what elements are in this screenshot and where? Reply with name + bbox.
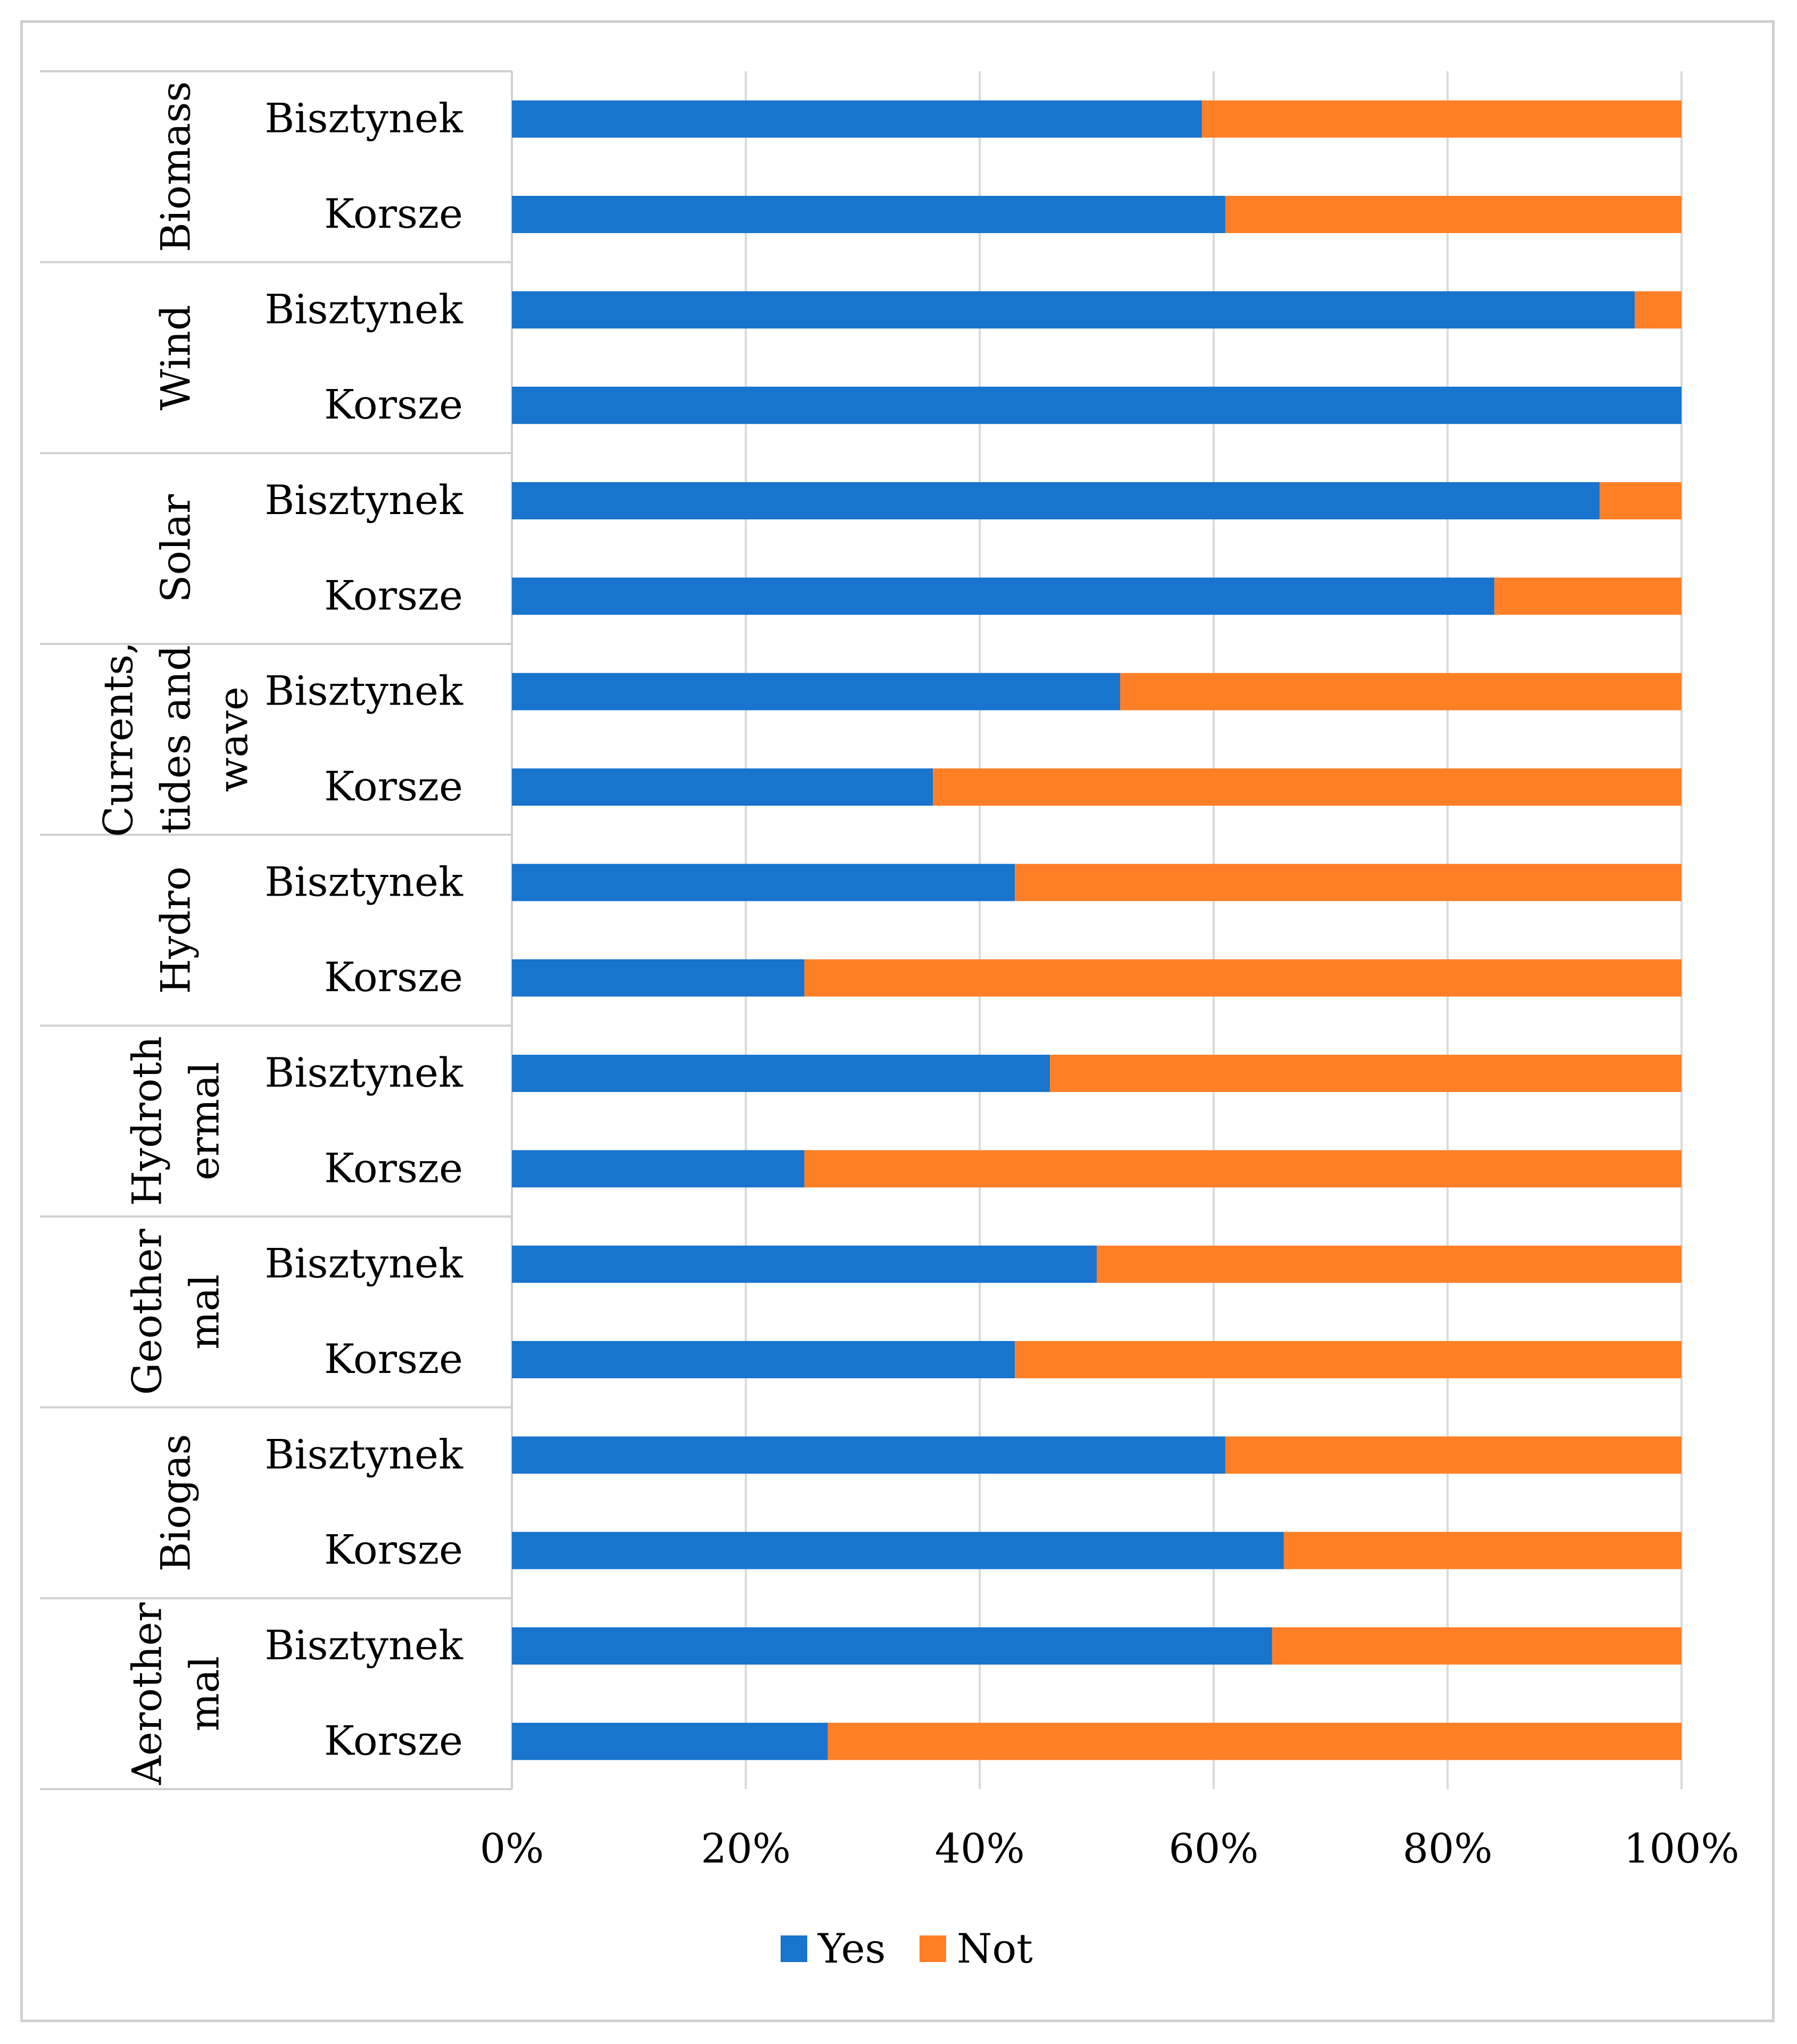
group-label: Currents, tides and wave — [95, 642, 257, 837]
bar-yes — [512, 387, 1682, 424]
bar-not — [805, 959, 1682, 997]
group-label-line: Wind — [152, 305, 200, 411]
bar-yes — [512, 482, 1600, 519]
x-tick-label: 0% — [480, 1825, 544, 1872]
group-label-line: tides and — [152, 645, 200, 834]
bar-not — [1097, 1246, 1682, 1283]
bars — [512, 101, 1682, 1760]
row-label: Korsze — [324, 1717, 463, 1764]
bar-not — [1225, 196, 1682, 233]
bar-not — [805, 1150, 1682, 1187]
group-label-line: Currents, — [95, 642, 142, 837]
row-label: Bisztynek — [264, 95, 463, 142]
row-label: Bisztynek — [264, 667, 463, 715]
bar-not — [1272, 1627, 1682, 1665]
group-label: Solar — [152, 494, 200, 602]
row-label: Bisztynek — [264, 1621, 463, 1669]
row-label: Bisztynek — [264, 1430, 463, 1478]
bar-yes — [512, 1627, 1272, 1665]
legend-swatch — [781, 1935, 807, 1962]
bar-yes — [512, 291, 1635, 328]
bar-yes — [512, 1055, 1050, 1092]
bar-not — [1600, 482, 1682, 519]
bar-yes — [512, 959, 805, 997]
bar-yes — [512, 101, 1202, 138]
group-label: Biogas — [152, 1434, 200, 1572]
bar-not — [933, 768, 1682, 806]
group-label: Biomass — [152, 81, 200, 252]
bar-yes — [512, 864, 1015, 901]
bar-yes — [512, 577, 1494, 615]
group-label-line: mal — [181, 1656, 228, 1732]
group-label: Wind — [152, 305, 200, 411]
group-label: Hydroth ermal — [123, 1036, 228, 1206]
bar-yes — [512, 1532, 1284, 1569]
group-label-line: Geother — [123, 1229, 171, 1395]
bar-not — [1015, 864, 1682, 901]
group-label-line: ermal — [181, 1062, 228, 1180]
group-label-line: Hydro — [152, 866, 200, 994]
bar-yes — [512, 1723, 827, 1760]
group-label-line: Hydroth — [123, 1036, 171, 1206]
bar-yes — [512, 196, 1225, 233]
row-label: Korsze — [324, 190, 463, 237]
stacked-bar-chart: Biomass Bisztynek Korsze Wind Bisztynek Korsz… — [0, 0, 1797, 2044]
group-label-line: Biomass — [152, 81, 200, 252]
x-tick-label: 40% — [935, 1825, 1025, 1872]
row-label: Bisztynek — [264, 476, 463, 524]
bar-yes — [512, 1436, 1225, 1474]
bar-not — [827, 1723, 1682, 1760]
legend-label: Not — [957, 1925, 1033, 1972]
group-label: Aerother mal — [123, 1602, 228, 1785]
row-label: Korsze — [324, 763, 463, 810]
bar-yes — [512, 768, 933, 806]
category-axis: Biomass Bisztynek Korsze Wind Bisztynek Korsz… — [40, 71, 512, 1789]
bar-not — [1494, 577, 1682, 615]
legend: Yes Not — [781, 1925, 1033, 1972]
bar-not — [1284, 1532, 1682, 1569]
row-label: Korsze — [324, 1335, 463, 1383]
x-tick-label: 80% — [1403, 1825, 1493, 1872]
x-tick-label: 100% — [1624, 1825, 1739, 1872]
group-label-line: Aerother — [123, 1602, 171, 1785]
x-axis-ticks: 0% 20% 40% 60% 80% 100% — [480, 1825, 1740, 1872]
x-tick-label: 60% — [1169, 1825, 1258, 1872]
row-label: Bisztynek — [264, 285, 463, 333]
group-label-line: Biogas — [152, 1434, 200, 1572]
row-label: Korsze — [324, 954, 463, 1001]
legend-label: Yes — [817, 1925, 886, 1972]
row-label: Korsze — [324, 1144, 463, 1191]
row-label: Bisztynek — [264, 1240, 463, 1287]
bar-not — [1635, 291, 1682, 328]
row-label: Korsze — [324, 381, 463, 428]
bar-not — [1202, 101, 1682, 138]
group-label-line: wave — [210, 686, 257, 792]
bar-yes — [512, 1246, 1097, 1283]
bar-not — [1225, 1436, 1682, 1474]
group-label-line: Solar — [152, 494, 200, 602]
group-label-line: mal — [181, 1274, 228, 1350]
bar-not — [1120, 673, 1682, 710]
row-label: Bisztynek — [264, 1049, 463, 1096]
group-label: Geother mal — [123, 1229, 228, 1395]
x-tick-label: 20% — [701, 1825, 791, 1872]
bar-yes — [512, 1150, 805, 1187]
bar-not — [1050, 1055, 1682, 1092]
row-label: Bisztynek — [264, 858, 463, 905]
bar-yes — [512, 1341, 1015, 1378]
gridlines — [512, 71, 1682, 1789]
row-label: Korsze — [324, 572, 463, 619]
legend-swatch — [920, 1935, 946, 1962]
bar-not — [1015, 1341, 1682, 1378]
row-label: Korsze — [324, 1526, 463, 1574]
group-label: Hydro — [152, 866, 200, 994]
bar-yes — [512, 673, 1120, 710]
